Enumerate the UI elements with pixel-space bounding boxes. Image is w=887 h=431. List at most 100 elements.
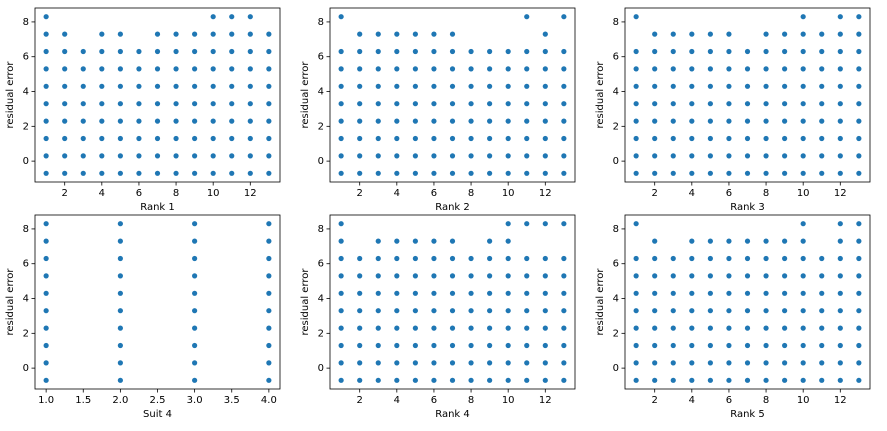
point [782,273,788,279]
point [412,48,418,55]
point [266,135,272,142]
point [375,170,381,176]
point [229,83,235,89]
point [542,118,548,124]
point [99,101,105,107]
point [763,135,769,142]
point [375,153,381,159]
point [449,31,456,37]
point [856,101,862,107]
point [800,118,806,124]
point [524,377,530,383]
point [99,66,105,72]
point [744,342,751,349]
point [357,118,363,124]
y-tick-label: 0 [23,156,29,167]
point [856,66,862,72]
point [856,118,862,124]
point [412,255,418,262]
point [670,360,676,366]
point [338,66,344,72]
point [117,31,123,37]
point [449,342,456,349]
point [689,360,695,366]
point [782,255,788,262]
x-tick-label: 6 [136,188,142,199]
x-tick-label: 8 [763,188,769,199]
x-tick-label: 6 [431,395,437,406]
point [412,118,418,124]
point [394,135,400,142]
point [561,221,567,227]
point [192,238,198,244]
point [117,290,123,296]
point [782,308,788,314]
point [173,31,179,37]
point [652,118,658,124]
point [431,255,437,262]
point [412,290,418,296]
point [99,118,105,124]
y-tick-label: 2 [613,328,619,339]
point [542,360,548,366]
y-tick-label: 4 [613,87,619,98]
point [800,101,806,107]
axes-frame [329,214,576,390]
point [431,153,437,159]
x-tick-label: 8 [468,395,474,406]
point [689,48,695,55]
point [524,290,530,296]
point [670,101,676,107]
point [154,153,161,159]
point [726,31,732,37]
axes-frame [624,7,871,183]
point [43,101,49,107]
point [542,273,548,279]
point [266,66,272,72]
point [505,238,511,244]
x-tick-label: 6 [726,188,732,199]
point [670,273,676,279]
point [689,31,695,37]
point [561,118,567,124]
point [375,66,381,72]
point [431,238,437,244]
point [192,48,198,55]
point [726,360,732,366]
point [561,14,567,20]
point [800,325,806,331]
y-tick-label: 6 [318,259,324,270]
point [763,118,769,124]
point [468,273,474,279]
point [819,101,825,107]
point [266,325,272,331]
point [800,255,806,262]
point [266,118,272,124]
x-axis-label: Rank 5 [730,409,765,420]
point [117,48,123,55]
point [689,342,695,349]
point [782,290,788,296]
point [43,48,49,55]
point [154,83,161,89]
y-tick-label: 4 [318,294,324,305]
point [505,153,511,159]
point [633,48,639,55]
y-tick-label: 2 [318,328,324,339]
point [357,342,363,349]
y-tick-label: 2 [23,121,29,132]
point [561,48,567,55]
y-tick-label: 4 [23,294,29,305]
point [633,66,639,72]
point [782,66,788,72]
point [633,325,639,331]
point [375,377,381,383]
point [247,118,253,124]
point [266,360,272,366]
point [763,360,769,366]
point [375,238,381,244]
point [229,118,235,124]
point [449,83,456,89]
point [744,135,751,142]
point [192,83,198,89]
